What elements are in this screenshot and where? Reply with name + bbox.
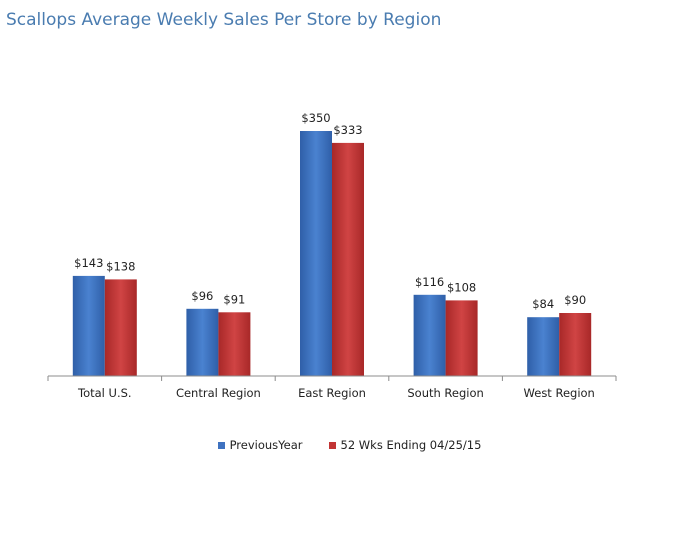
data-labels-group: $143 $138 $96 $91 $350$333 $116 $108 $84 $90 <box>74 111 586 311</box>
category-label: Central Region <box>176 386 261 400</box>
data-label: $84 <box>532 297 554 311</box>
data-label: $91 <box>223 292 245 306</box>
data-label: $143 <box>74 256 103 270</box>
data-label: $108 <box>447 280 476 294</box>
category-label: West Region <box>524 386 595 400</box>
data-label: $116 <box>415 275 444 289</box>
data-label: $333 <box>333 123 362 137</box>
data-label: $350 <box>301 111 330 125</box>
legend-label-previous-year: PreviousYear <box>229 438 303 452</box>
data-label: $138 <box>106 259 135 273</box>
legend-item-previous-year: PreviousYear <box>217 438 303 452</box>
bars-group <box>72 131 592 376</box>
bar-previous-year-2 <box>300 131 332 376</box>
bar-52-wks-2 <box>332 142 364 376</box>
bar-previous-year-1 <box>186 308 219 376</box>
bar-52-wks-3 <box>445 300 478 376</box>
legend-label-52-wks: 52 Wks Ending 04/25/15 <box>340 438 482 452</box>
data-label: $90 <box>564 293 586 307</box>
category-label: South Region <box>407 386 483 400</box>
bar-52-wks-4 <box>559 313 592 376</box>
bar-52-wks-0 <box>104 279 137 376</box>
legend-item-52-wks: 52 Wks Ending 04/25/15 <box>328 438 482 452</box>
bar-previous-year-4 <box>527 317 560 376</box>
bar-chart: $143 $138 $96 $91 $350$333 $116 $108 $84 $90 Tot… <box>47 111 617 400</box>
x-axis: Total U.S. Central Region East Region South… <box>47 375 617 400</box>
data-label: $96 <box>191 289 213 303</box>
category-label: Total U.S. <box>77 386 132 400</box>
chart-title: Scallops Average Weekly Sales Per Store … <box>6 10 442 30</box>
legend-swatch-previous-year <box>217 441 225 449</box>
bar-previous-year-3 <box>413 294 446 376</box>
bar-52-wks-1 <box>218 312 251 376</box>
bar-previous-year-0 <box>72 275 105 376</box>
legend: PreviousYear 52 Wks Ending 04/25/15 <box>0 438 699 452</box>
legend-swatch-52-wks <box>328 441 336 449</box>
category-label: East Region <box>298 386 366 400</box>
